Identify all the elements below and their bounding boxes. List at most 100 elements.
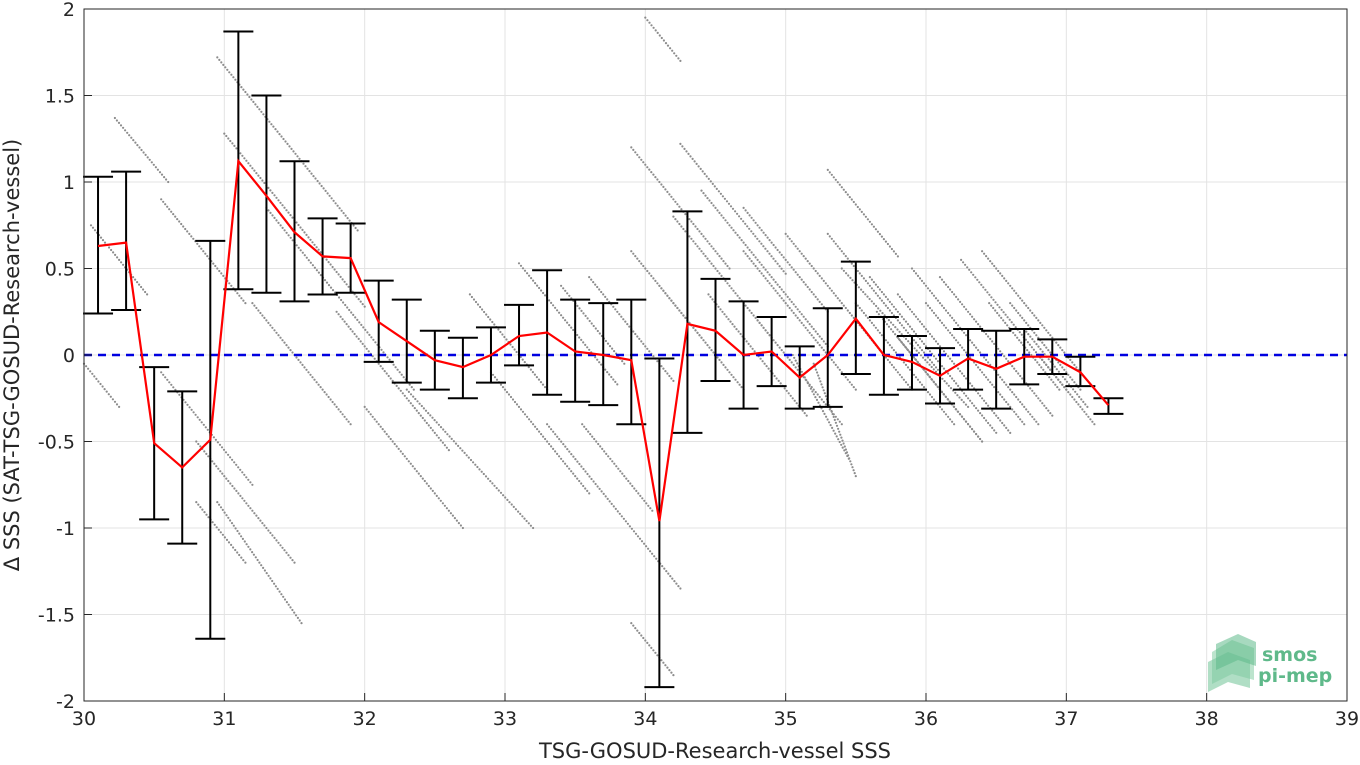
scatter-point — [706, 240, 709, 243]
scatter-point — [1021, 403, 1024, 406]
scatter-point — [343, 320, 346, 323]
scatter-point — [977, 323, 980, 326]
scatter-point — [357, 337, 360, 340]
scatter-point — [656, 654, 659, 657]
scatter-point — [211, 460, 214, 463]
scatter-point — [656, 178, 659, 181]
scatter-point — [983, 356, 986, 359]
mean-line — [97, 158, 1110, 522]
scatter-point — [240, 297, 243, 300]
scatter-point — [1083, 410, 1086, 413]
scatter-point — [842, 188, 845, 191]
scatter-point — [148, 158, 151, 161]
scatter-point — [836, 245, 839, 248]
scatter-point — [818, 300, 821, 303]
scatter-point — [327, 395, 330, 399]
scatter-point — [176, 218, 179, 221]
scatter-point — [953, 379, 956, 382]
scatter-point — [220, 272, 223, 275]
scatter-point — [316, 179, 319, 183]
scatter-point — [224, 451, 228, 454]
scatter-point — [808, 262, 811, 265]
scatter-point — [674, 304, 677, 307]
scatter-point — [681, 145, 684, 148]
scatter-point — [1033, 314, 1036, 317]
scatter-point — [163, 176, 166, 179]
scatter-point — [750, 251, 753, 254]
scatter-point — [1069, 393, 1072, 396]
scatter-point — [487, 315, 490, 319]
scatter-point — [556, 452, 559, 455]
scatter-point — [914, 315, 918, 318]
scatter-point — [339, 410, 342, 413]
scatter-point — [172, 213, 175, 216]
scatter-point — [991, 383, 994, 386]
scatter-point — [319, 386, 322, 389]
scatter-point — [196, 416, 199, 419]
scatter-point — [796, 316, 799, 319]
scatter-point — [455, 519, 458, 522]
scatter-point — [275, 539, 278, 542]
scatter-point — [650, 274, 653, 277]
scatter-point — [885, 323, 889, 326]
scatter-point — [687, 152, 690, 155]
scatter-point — [874, 326, 878, 329]
scatter-point — [892, 250, 896, 253]
scatter-point — [299, 226, 302, 229]
scatter-point — [854, 203, 857, 206]
scatter-point — [234, 548, 237, 552]
scatter-point — [990, 296, 993, 299]
scatter-point — [963, 331, 966, 334]
scatter-point — [337, 313, 340, 316]
scatter-point — [712, 351, 715, 354]
scatter-point — [806, 320, 809, 323]
scatter-point — [311, 241, 314, 244]
scatter-point — [476, 465, 479, 469]
scatter-point — [726, 368, 729, 371]
scatter-point — [202, 423, 205, 426]
y-axis-ticks: -2-1.5-1-0.500.511.52 — [38, 0, 92, 713]
scatter-point — [720, 257, 723, 260]
x-tick-label: 32 — [353, 708, 377, 730]
scatter-point — [738, 236, 741, 239]
scatter-point — [295, 221, 298, 224]
scatter-point — [1021, 316, 1024, 319]
scatter-point — [650, 24, 653, 27]
scatter-point — [682, 314, 685, 317]
scatter-point — [240, 556, 243, 559]
scatter-point — [470, 295, 473, 299]
scatter-point — [960, 258, 963, 261]
scatter-point — [678, 309, 681, 312]
scatter-point — [570, 326, 573, 329]
scatter-point — [245, 543, 248, 546]
scatter-point — [1055, 376, 1058, 379]
scatter-point — [352, 224, 355, 227]
scatter-point — [766, 279, 769, 282]
scatter-point — [644, 639, 647, 642]
scatter-point — [793, 356, 796, 359]
scatter-point — [414, 397, 417, 401]
scatter-track — [160, 198, 247, 305]
scatter-point — [287, 554, 290, 557]
scatter-point — [787, 392, 790, 395]
scatter-point — [924, 345, 928, 348]
scatter-point — [832, 429, 835, 432]
scatter-point — [856, 304, 859, 307]
scatter-point — [292, 150, 295, 153]
scatter-point — [977, 366, 980, 369]
scatter-point — [515, 350, 518, 354]
scatter-point — [790, 309, 793, 312]
scatter-point — [832, 415, 835, 418]
scatter-point — [613, 462, 616, 465]
scatter-point — [790, 240, 793, 243]
scatter-point — [776, 283, 779, 286]
scatter-point — [800, 252, 803, 255]
scatter-point — [564, 289, 567, 292]
scatter-point — [786, 261, 789, 264]
scatter-point — [652, 26, 655, 29]
scatter-point — [669, 575, 672, 578]
scatter-point — [523, 269, 527, 272]
scatter-point — [279, 544, 282, 547]
scatter-point — [664, 292, 667, 295]
